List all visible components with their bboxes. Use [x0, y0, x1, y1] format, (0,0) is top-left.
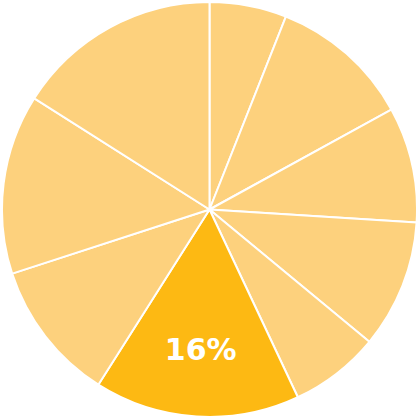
svg-text:16%: 16%	[165, 332, 237, 367]
